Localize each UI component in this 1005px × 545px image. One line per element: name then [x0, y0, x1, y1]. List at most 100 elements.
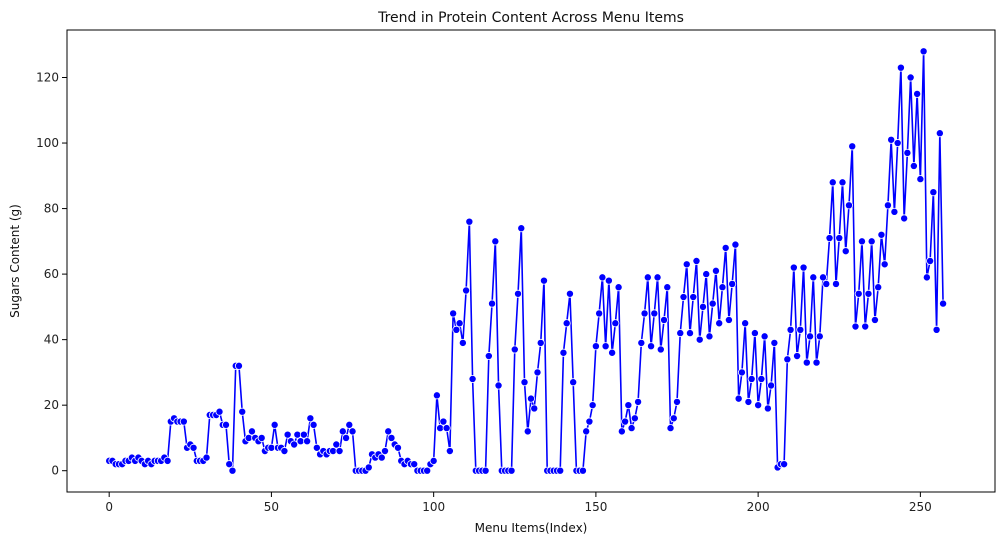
data-point: [591, 342, 600, 351]
data-point: [721, 243, 730, 252]
data-point: [916, 175, 925, 184]
data-point: [744, 397, 753, 406]
data-point: [163, 456, 172, 465]
data-point: [666, 424, 675, 433]
data-point: [481, 466, 490, 475]
data-point: [559, 348, 568, 357]
data-point: [676, 329, 685, 338]
data-point: [604, 276, 613, 285]
data-point: [682, 260, 691, 269]
data-point: [429, 456, 438, 465]
data-point: [533, 368, 542, 377]
data-point: [458, 338, 467, 347]
y-tick-label: 100: [36, 136, 59, 150]
data-point: [640, 309, 649, 318]
data-point: [867, 237, 876, 246]
data-point: [595, 309, 604, 318]
data-point: [523, 427, 532, 436]
data-point: [669, 414, 678, 423]
data-point: [656, 345, 665, 354]
data-point: [832, 279, 841, 288]
data-point: [312, 443, 321, 452]
data-point: [705, 332, 714, 341]
data-point: [747, 374, 756, 383]
data-point: [306, 414, 315, 423]
data-point: [806, 332, 815, 341]
data-point: [189, 443, 198, 452]
data-point: [903, 148, 912, 157]
data-point: [877, 230, 886, 239]
data-point: [423, 466, 432, 475]
data-point: [822, 279, 831, 288]
data-point: [637, 338, 646, 347]
data-point: [627, 424, 636, 433]
data-point: [734, 394, 743, 403]
data-point: [815, 332, 824, 341]
data-point: [247, 427, 256, 436]
data-point: [364, 463, 373, 472]
y-tick-label: 0: [51, 464, 59, 478]
data-point: [614, 283, 623, 292]
data-point: [556, 466, 565, 475]
data-point: [913, 89, 922, 98]
plot-area: [105, 47, 948, 475]
data-point: [621, 417, 630, 426]
data-point: [653, 273, 662, 282]
data-point: [760, 332, 769, 341]
axes-frame: [66, 29, 996, 493]
y-tick-label: 120: [36, 71, 59, 85]
y-tick-label: 20: [44, 398, 59, 412]
data-point: [432, 391, 441, 400]
x-tick-label: 0: [105, 500, 113, 514]
data-point: [786, 325, 795, 334]
data-point: [909, 161, 918, 170]
data-point: [893, 139, 902, 148]
data-point: [763, 404, 772, 413]
data-point: [887, 135, 896, 144]
data-point: [494, 381, 503, 390]
data-point: [650, 309, 659, 318]
data-point: [750, 329, 759, 338]
data-point: [345, 420, 354, 429]
data-point: [462, 286, 471, 295]
data-point: [611, 319, 620, 328]
x-tick-label: 250: [909, 500, 932, 514]
data-point: [393, 443, 402, 452]
data-point: [410, 460, 419, 469]
y-tick-label: 40: [44, 333, 59, 347]
data-point: [643, 273, 652, 282]
data-point: [844, 201, 853, 210]
data-point: [854, 289, 863, 298]
data-point: [828, 178, 837, 187]
data-point: [380, 447, 389, 456]
data-point: [922, 273, 931, 282]
data-point: [455, 319, 464, 328]
data-point: [588, 401, 597, 410]
data-point: [270, 420, 279, 429]
x-axis-label: Menu Items(Index): [475, 521, 588, 535]
data-point: [598, 273, 607, 282]
data-point: [514, 289, 523, 298]
data-point: [488, 299, 497, 308]
data-point: [215, 407, 224, 416]
data-point: [442, 424, 451, 433]
data-point: [221, 420, 230, 429]
data-point: [283, 430, 292, 439]
data-point: [679, 293, 688, 302]
data-point: [819, 273, 828, 282]
data-point: [812, 358, 821, 367]
data-point: [234, 361, 243, 370]
data-point: [228, 466, 237, 475]
chart-title: Trend in Protein Content Across Menu Ite…: [377, 10, 684, 26]
data-point: [935, 129, 944, 138]
data-point: [202, 453, 211, 462]
y-axis-label: Sugars Content (g): [8, 204, 22, 318]
data-point: [673, 397, 682, 406]
data-point: [711, 266, 720, 275]
data-point: [384, 427, 393, 436]
y-tick-label: 60: [44, 267, 59, 281]
data-point: [569, 378, 578, 387]
data-point: [332, 440, 341, 449]
data-point: [861, 322, 870, 331]
